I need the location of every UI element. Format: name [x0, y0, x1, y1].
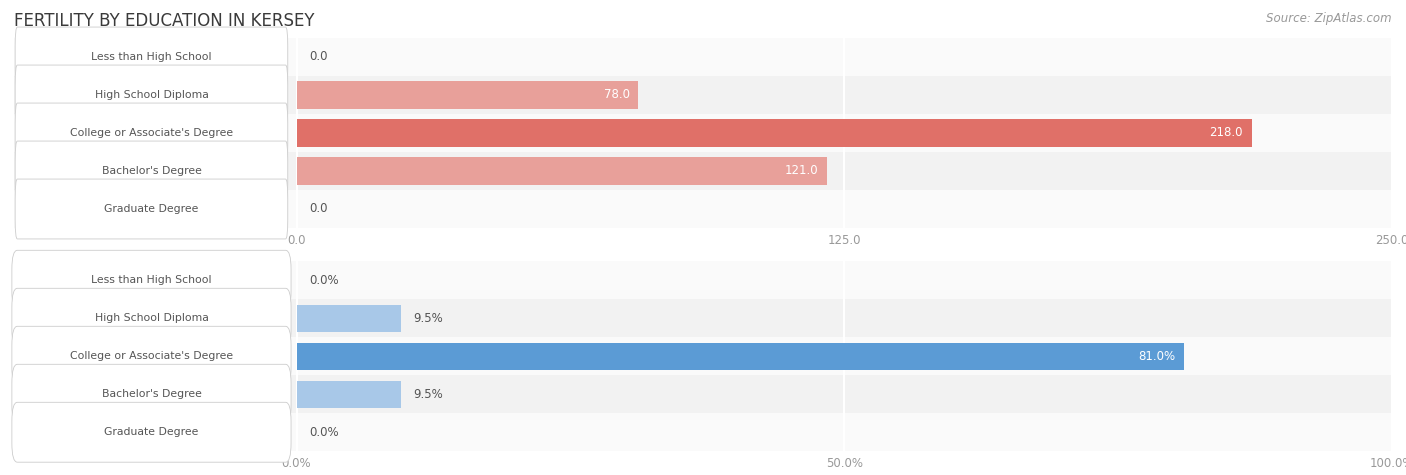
Bar: [297, 342, 1184, 370]
Text: 78.0: 78.0: [603, 88, 630, 102]
Text: Graduate Degree: Graduate Degree: [104, 204, 198, 214]
FancyBboxPatch shape: [11, 364, 291, 424]
Bar: [14, 375, 1392, 413]
Bar: [14, 152, 1392, 190]
Bar: [297, 380, 401, 408]
Text: 121.0: 121.0: [785, 164, 818, 178]
Bar: [297, 119, 1251, 147]
FancyBboxPatch shape: [15, 27, 288, 87]
FancyBboxPatch shape: [11, 326, 291, 386]
Text: Less than High School: Less than High School: [91, 52, 212, 62]
FancyBboxPatch shape: [15, 179, 288, 239]
Text: Graduate Degree: Graduate Degree: [104, 427, 198, 437]
Bar: [297, 81, 638, 109]
Text: Source: ZipAtlas.com: Source: ZipAtlas.com: [1267, 12, 1392, 25]
Text: Less than High School: Less than High School: [91, 275, 212, 285]
Bar: [14, 114, 1392, 152]
Bar: [14, 413, 1392, 451]
FancyBboxPatch shape: [11, 288, 291, 348]
Text: 0.0: 0.0: [309, 50, 328, 64]
Text: 81.0%: 81.0%: [1137, 350, 1175, 363]
Text: 0.0%: 0.0%: [309, 426, 339, 439]
Bar: [14, 299, 1392, 337]
Bar: [14, 38, 1392, 76]
FancyBboxPatch shape: [11, 402, 291, 462]
Text: FERTILITY BY EDUCATION IN KERSEY: FERTILITY BY EDUCATION IN KERSEY: [14, 12, 315, 30]
Text: College or Associate's Degree: College or Associate's Degree: [70, 351, 233, 361]
Text: 9.5%: 9.5%: [413, 388, 443, 401]
FancyBboxPatch shape: [15, 65, 288, 125]
Bar: [14, 337, 1392, 375]
Text: High School Diploma: High School Diploma: [94, 90, 208, 100]
Bar: [14, 261, 1392, 299]
Text: Bachelor's Degree: Bachelor's Degree: [101, 166, 201, 176]
Text: 218.0: 218.0: [1209, 126, 1243, 140]
FancyBboxPatch shape: [15, 103, 288, 163]
Bar: [14, 76, 1392, 114]
Text: 0.0: 0.0: [309, 202, 328, 216]
FancyBboxPatch shape: [11, 250, 291, 310]
Bar: [14, 190, 1392, 228]
Text: 9.5%: 9.5%: [413, 312, 443, 325]
Text: 0.0%: 0.0%: [309, 274, 339, 287]
FancyBboxPatch shape: [15, 141, 288, 201]
Text: Bachelor's Degree: Bachelor's Degree: [101, 389, 201, 399]
Bar: [297, 304, 401, 332]
Bar: [297, 157, 827, 185]
Text: College or Associate's Degree: College or Associate's Degree: [70, 128, 233, 138]
Text: High School Diploma: High School Diploma: [94, 313, 208, 323]
